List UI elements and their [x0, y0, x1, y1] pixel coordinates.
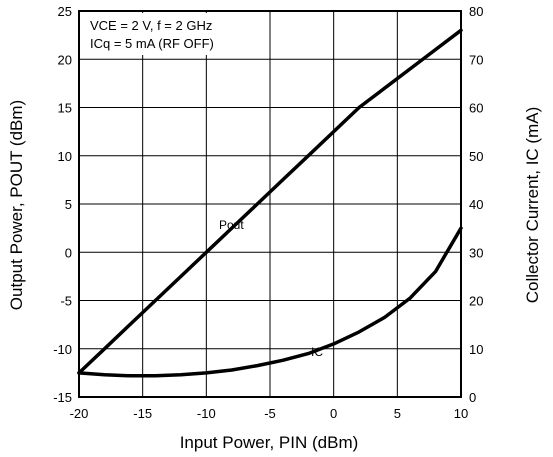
x-tick-label: -20 [70, 406, 89, 421]
annotation-box [80, 13, 256, 55]
right-tick-label: 10 [469, 342, 483, 357]
right-tick-label: 40 [469, 197, 483, 212]
right-tick-label: 80 [469, 4, 483, 19]
left-tick-label: -15 [53, 390, 72, 405]
left-tick-label: -10 [53, 342, 72, 357]
right-tick-label: 60 [469, 101, 483, 116]
left-tick-label: 15 [58, 101, 72, 116]
x-tick-label: -10 [197, 406, 216, 421]
plot-frame [78, 10, 462, 398]
right-tick-label: 0 [469, 390, 476, 405]
series-line-ic [77, 226, 463, 378]
series-line-pout [77, 28, 463, 375]
pout-curve-label: Pout [219, 218, 244, 232]
grid-lines [78, 10, 462, 398]
left-axis-title: Output Power, POUT (dBm) [7, 100, 26, 310]
x-tick-label: 10 [454, 406, 468, 421]
data-series [77, 28, 463, 378]
left-tick-label: 5 [65, 197, 72, 212]
annotation-line-2: ICq = 5 mA (RF OFF) [90, 36, 214, 51]
x-axis-title: Input Power, PIN (dBm) [180, 433, 359, 452]
ic-curve-label: IC [311, 345, 323, 359]
x-tick-label: -5 [264, 406, 276, 421]
left-tick-label: 0 [65, 245, 72, 260]
right-tick-label: 50 [469, 149, 483, 164]
x-tick-label: 5 [394, 406, 401, 421]
right-tick-label: 70 [469, 52, 483, 67]
right-tick-label: 30 [469, 245, 483, 260]
right-axis-title: Collector Current, IC (mA) [523, 107, 542, 303]
left-tick-label: -5 [60, 294, 72, 309]
annotation-line-1: VCE = 2 V, f = 2 GHz [90, 18, 212, 33]
x-tick-label: 0 [330, 406, 337, 421]
left-tick-label: 25 [58, 4, 72, 19]
tick-labels: -20 -15 -10 -5 0 5 10-15-10-505101520250102030… [53, 4, 483, 421]
x-tick-label: -15 [133, 406, 152, 421]
right-tick-label: 20 [469, 294, 483, 309]
left-tick-label: 20 [58, 52, 72, 67]
left-tick-label: 10 [58, 149, 72, 164]
